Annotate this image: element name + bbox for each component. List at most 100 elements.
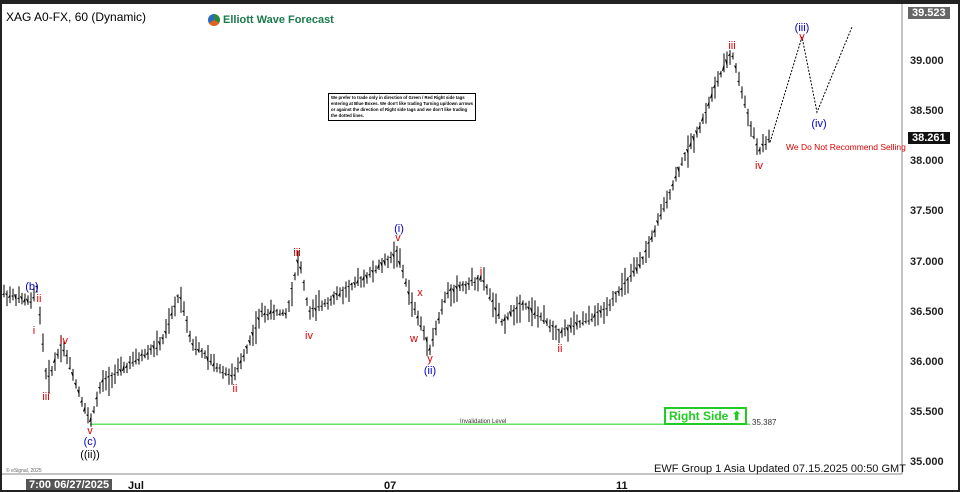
price-bar-open (398, 260, 401, 266)
y-tick-label: 38.500 (910, 105, 944, 118)
wave-label: (iv) (811, 118, 827, 130)
price-bar-open (668, 191, 671, 194)
price-bar-open (617, 290, 620, 294)
price-bar-open (338, 292, 341, 297)
price-bar-open (335, 292, 338, 296)
price-bar-open (17, 297, 20, 300)
price-bar-open (278, 313, 281, 315)
price-bar-open (116, 371, 119, 374)
price-bar-open (488, 296, 491, 299)
price-bar-open (485, 286, 488, 289)
price-bar-open (395, 249, 398, 252)
price-bar-open (110, 374, 113, 377)
high-price-tag: 39.523 (908, 7, 950, 19)
price-bar-open (545, 320, 548, 325)
wave-label: v (87, 425, 93, 437)
price-bar-open (389, 256, 392, 259)
price-bar-open (497, 313, 500, 317)
price-bar-open (233, 374, 236, 377)
wave-label: iii (293, 247, 301, 259)
price-bar-open (392, 253, 395, 258)
price-bar-open (521, 301, 524, 306)
price-bar-open (752, 136, 755, 138)
price-bar-open (215, 366, 218, 369)
price-bar-open (86, 414, 89, 417)
price-bar-open (620, 287, 623, 291)
price-bar-open (596, 311, 599, 313)
price-bar-open (701, 116, 704, 122)
price-bar-open (212, 362, 215, 367)
price-bar-open (71, 371, 74, 377)
price-bar-open (368, 273, 371, 276)
price-bar-open (56, 353, 59, 357)
x-tick-11: 11 (616, 480, 628, 492)
price-bar-open (641, 256, 644, 260)
price-bar-open (188, 334, 191, 337)
wave-label: iii (728, 40, 736, 52)
wave-label: (i) (394, 223, 404, 235)
price-bar-open (491, 299, 494, 303)
price-bar-open (197, 348, 200, 353)
price-bar-open (467, 282, 470, 286)
price-bar-open (356, 279, 359, 284)
price-bar-open (5, 293, 8, 296)
price-bar-open (155, 347, 158, 349)
brand-logo: Elliott Wave Forecast (208, 14, 334, 26)
price-bar-open (479, 275, 482, 281)
price-bar-open (404, 281, 407, 285)
price-bar-open (248, 340, 251, 344)
price-bar-open (89, 417, 92, 423)
copyright: © eSignal, 2025 (6, 468, 42, 474)
price-bar-open (662, 208, 665, 210)
price-bar-open (341, 289, 344, 292)
wave-label: i (479, 266, 483, 278)
price-bar-open (44, 370, 47, 372)
price-bar-open (758, 148, 761, 152)
price-bar-open (194, 348, 197, 351)
price-bar-open (149, 348, 152, 351)
cursor-date: 7:00 06/27/2025 (26, 479, 113, 490)
price-bar-open (527, 306, 530, 310)
y-tick-label: 37.500 (910, 205, 944, 218)
price-bar-open (230, 374, 233, 377)
price-bar-open (647, 241, 650, 244)
price-bar-open (32, 296, 35, 299)
price-bar-open (470, 279, 473, 282)
price-bar-open (728, 53, 731, 57)
price-bar-open (650, 236, 653, 240)
price-bar-open (428, 347, 431, 351)
wave-label: (c) (83, 436, 97, 448)
price-bar-open (275, 309, 278, 312)
price-bar-open (461, 282, 464, 286)
price-bar-open (659, 214, 662, 217)
price-bar-open (263, 312, 266, 316)
price-bar-open (98, 386, 101, 389)
price-bar-open (530, 307, 533, 314)
price-bar-open (191, 342, 194, 346)
price-bar-open (722, 64, 725, 72)
price-bar-open (299, 266, 302, 270)
price-bar-open (119, 368, 122, 373)
price-bar-open (710, 93, 713, 99)
wave-label: ii (232, 383, 238, 395)
wave-label: ((ii)) (80, 449, 100, 461)
price-bar-open (77, 389, 80, 394)
price-bar-open (173, 305, 176, 308)
wave-label: w (410, 333, 418, 345)
price-bar-open (332, 294, 335, 299)
price-bar-open (590, 318, 593, 321)
price-bar-open (410, 301, 413, 304)
price-bar-open (128, 361, 131, 364)
price-bar-open (47, 375, 50, 378)
price-bar-open (719, 72, 722, 75)
price-bar-open (65, 354, 68, 357)
price-bar-open (677, 166, 680, 172)
price-bar-open (755, 143, 758, 146)
price-bar-open (449, 287, 452, 292)
y-tick-label: 38.000 (910, 155, 944, 168)
price-bar-open (326, 302, 329, 305)
price-bar-open (584, 320, 587, 323)
price-bar-open (146, 351, 149, 356)
price-bar-open (209, 360, 212, 363)
price-bar-open (593, 313, 596, 318)
